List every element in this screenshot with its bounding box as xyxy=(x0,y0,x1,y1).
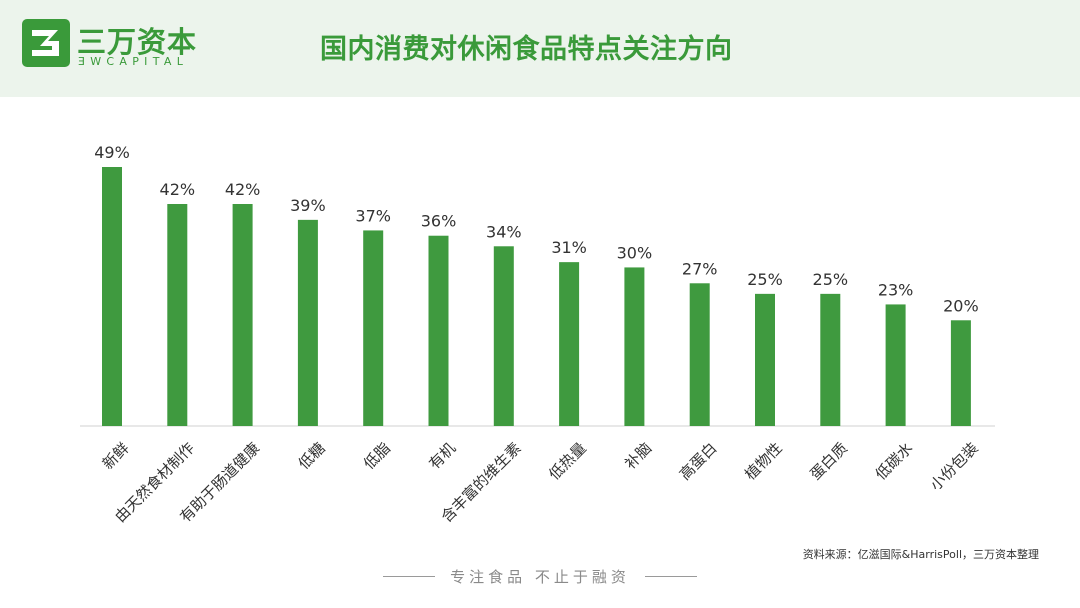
x-tick-label: 有机 xyxy=(425,439,459,473)
header-band: 三万资本 ƎWCAPITAL 国内消费对休闲食品特点关注方向 xyxy=(0,0,1080,97)
bar xyxy=(232,204,253,426)
data-label: 39% xyxy=(290,196,326,215)
bar xyxy=(297,219,318,426)
bar xyxy=(885,304,906,426)
bar xyxy=(950,320,971,426)
bar xyxy=(493,246,514,426)
data-label: 27% xyxy=(682,259,718,278)
x-tick-label: 低脂 xyxy=(360,439,394,473)
x-tick-label: 新鲜 xyxy=(99,439,133,473)
data-label: 20% xyxy=(943,296,979,315)
bar xyxy=(102,167,122,426)
brand-logo: 三万资本 ƎWCAPITAL xyxy=(22,19,212,71)
data-label: 30% xyxy=(617,243,653,262)
source-note: 资料来源：亿滋国际&HarrisPoll，三万资本整理 xyxy=(802,548,1039,561)
bar xyxy=(428,235,449,426)
data-label: 42% xyxy=(160,180,196,199)
slogan-divider-left xyxy=(383,576,436,577)
x-tick-label: 蛋白质 xyxy=(806,439,851,484)
logo-mark-icon xyxy=(22,19,70,67)
bar xyxy=(167,204,188,426)
x-tick-label: 高蛋白 xyxy=(676,439,721,484)
data-label: 36% xyxy=(421,212,457,231)
data-label: 42% xyxy=(225,180,261,199)
slogan-divider-right xyxy=(644,576,697,577)
page-title: 国内消费对休闲食品特点关注方向 xyxy=(320,34,733,65)
x-tick-label: 低碳水 xyxy=(872,439,917,484)
footer-slogan: 专注食品 不止于融资 xyxy=(0,566,1080,586)
bar xyxy=(559,262,580,426)
data-label: 34% xyxy=(486,222,522,241)
bar xyxy=(755,293,775,426)
data-label: 49% xyxy=(94,143,130,162)
data-label: 23% xyxy=(878,280,914,299)
brand-name: 三万资本 xyxy=(77,25,198,59)
slogan-text: 专注食品 不止于融资 xyxy=(450,568,630,586)
x-tick-label: 低热量 xyxy=(545,439,590,484)
bar-chart: 49%新鲜42%由天然食材制作42%有助于肠道健康39%低糖37%低脂36%有机… xyxy=(80,143,995,526)
x-tick-label: 低糖 xyxy=(295,439,329,473)
x-tick-label: 植物性 xyxy=(741,439,786,484)
bar xyxy=(820,293,841,426)
data-label: 37% xyxy=(355,206,391,225)
bar xyxy=(624,267,645,426)
bar xyxy=(689,283,710,426)
data-label: 25% xyxy=(747,270,783,289)
brand-subtitle: ƎWCAPITAL xyxy=(78,55,189,68)
x-tick-label: 小份包装 xyxy=(926,439,981,494)
x-tick-label: 补脑 xyxy=(621,439,655,473)
bar xyxy=(363,230,384,426)
data-label: 31% xyxy=(551,238,587,257)
data-label: 25% xyxy=(813,270,849,289)
